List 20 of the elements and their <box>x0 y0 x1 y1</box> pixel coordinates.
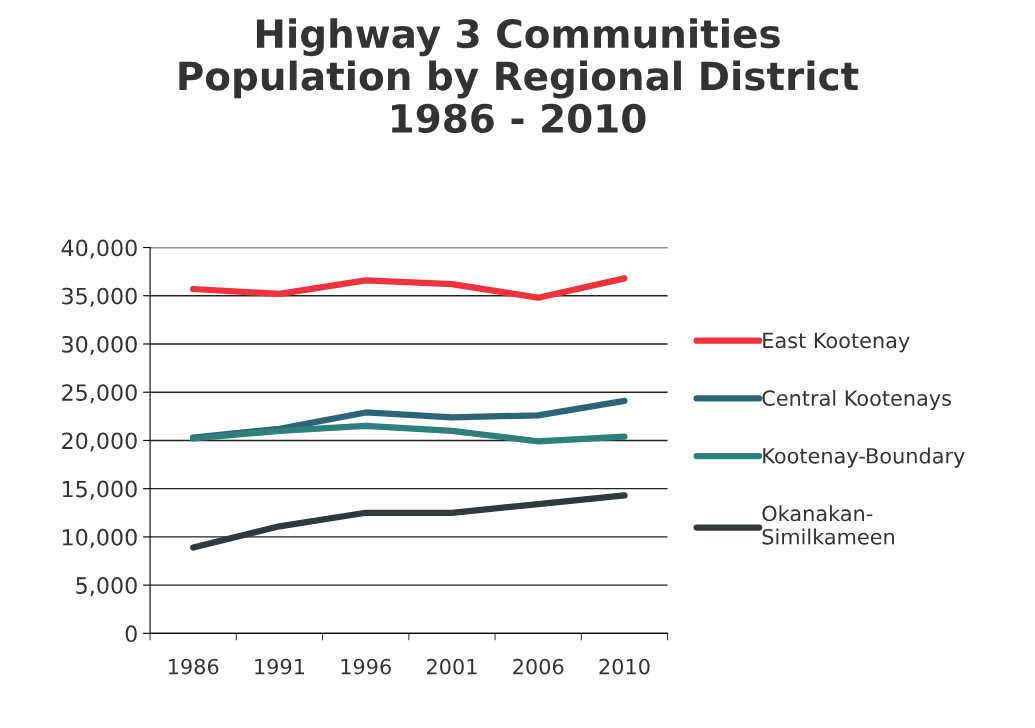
x-tick-label: 2010 <box>599 658 650 675</box>
y-tick-label: 30,000 <box>62 335 137 356</box>
legend-label: Central Kootenays <box>762 389 951 411</box>
x-tick-label: 2006 <box>513 658 564 675</box>
chart-title: Highway 3 Communities Population by Regional District 1986 - 2010 <box>179 18 859 134</box>
x-tick-label: 1986 <box>168 658 219 675</box>
legend-label: East Kootenay <box>763 332 910 353</box>
x-tick-label: 1996 <box>341 658 391 675</box>
y-tick-label: 10,000 <box>62 528 137 548</box>
x-tick-label: 2001 <box>426 658 477 675</box>
y-tick-label: 20,000 <box>62 432 137 452</box>
y-tick-label: 0 <box>125 625 137 643</box>
legend-label: Okanakan- Similkameen <box>762 505 894 545</box>
y-tick-label: 5,000 <box>76 577 137 597</box>
y-tick-label: 35,000 <box>62 287 137 307</box>
x-tick-label: 1991 <box>255 658 305 675</box>
y-tick-label: 15,000 <box>62 480 137 500</box>
y-tick-label: 25,000 <box>62 384 137 404</box>
legend-label: Kootenay-Boundary <box>763 447 965 468</box>
y-tick-label: 40,000 <box>61 239 137 259</box>
